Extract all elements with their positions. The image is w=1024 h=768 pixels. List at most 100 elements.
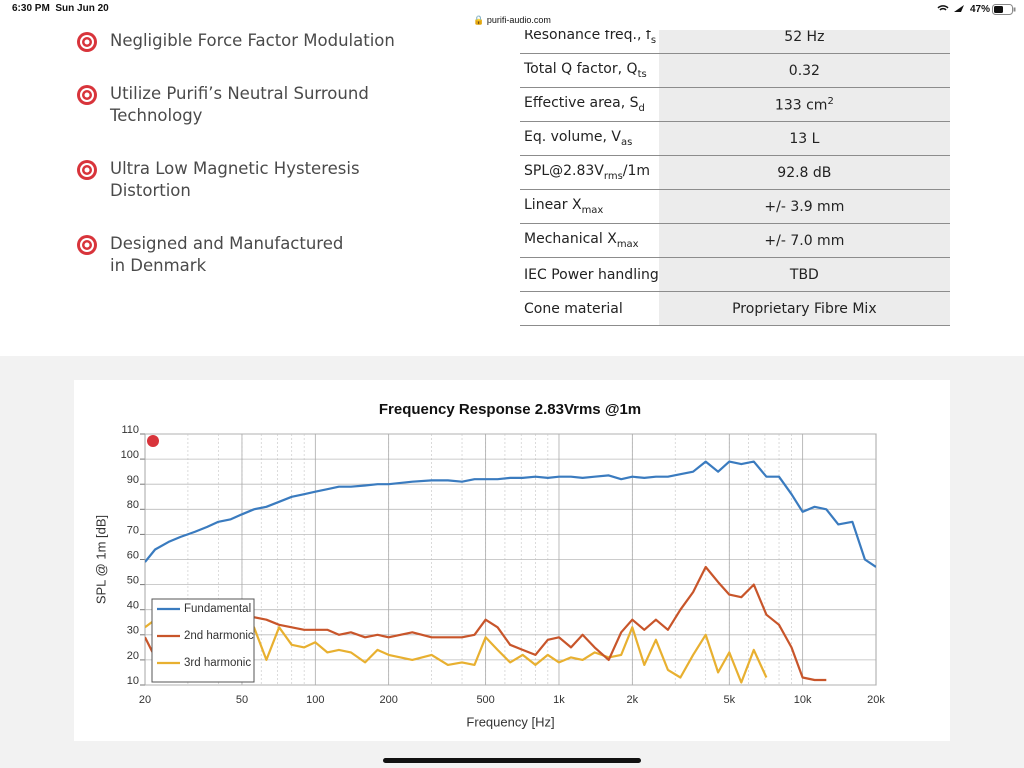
y-tick-label: 70 bbox=[127, 524, 139, 536]
chart-title: Frequency Response 2.83Vrms @1m bbox=[379, 401, 641, 418]
feature-text: Utilize Purifi’s Neutral Surround Technol… bbox=[110, 83, 369, 127]
y-tick-label: 60 bbox=[127, 549, 139, 561]
spec-value: 0.32 bbox=[658, 53, 950, 88]
x-tick-label: 20 bbox=[139, 694, 151, 706]
spec-label: Cone material bbox=[520, 291, 659, 326]
feature-text: Ultra Low Magnetic Hysteresis Distortion bbox=[110, 158, 360, 202]
y-tick-label: 40 bbox=[127, 600, 139, 612]
series-line bbox=[145, 460, 876, 568]
cell-text: 2 bbox=[827, 95, 834, 107]
status-icons bbox=[937, 5, 964, 12]
y-tick-label: 20 bbox=[127, 650, 139, 662]
cell-text: /1m bbox=[622, 163, 651, 180]
feature-item: Utilize Purifi’s Neutral Surround Technol… bbox=[76, 83, 369, 127]
cell-text: SPL@2.83V bbox=[524, 163, 604, 180]
cell-text: +/- 3.9 mm bbox=[764, 198, 845, 215]
feature-line: in Denmark bbox=[110, 256, 207, 275]
feature-line: Technology bbox=[110, 106, 203, 125]
url-bar[interactable]: 🔒 purifi-audio.com bbox=[473, 15, 551, 25]
feature-icon bbox=[77, 85, 97, 105]
spec-row: SPL@2.83Vrms/1m 92.8 dB bbox=[520, 155, 950, 190]
cell-text: ts bbox=[637, 68, 647, 80]
cell-text: as bbox=[620, 136, 633, 148]
feature-line: Negligible Force Factor Modulation bbox=[110, 31, 395, 50]
spec-row: Effective area, Sd 133 cm2 bbox=[520, 87, 950, 122]
feature-line: Ultra Low Magnetic Hysteresis bbox=[110, 159, 360, 178]
spec-label: Mechanical Xmax bbox=[520, 223, 659, 258]
chart: Frequency Response 2.83Vrms @1m102030405… bbox=[93, 401, 885, 729]
spec-row: Linear Xmax +/- 3.9 mm bbox=[520, 189, 950, 224]
y-axis-label: SPL @ 1m [dB] bbox=[93, 515, 108, 604]
spec-value: 133 cm2 bbox=[658, 87, 950, 122]
time: 6:30 PM bbox=[12, 3, 50, 14]
spec-value: Proprietary Fibre Mix bbox=[658, 291, 950, 326]
y-tick-label: 30 bbox=[127, 625, 139, 637]
cell-text: 13 L bbox=[789, 130, 820, 147]
x-tick-label: 20k bbox=[867, 694, 885, 706]
x-tick-label: 200 bbox=[379, 694, 397, 706]
cell-text: 52 Hz bbox=[784, 28, 825, 45]
x-tick-label: 10k bbox=[794, 694, 812, 706]
legend-label: 3rd harmonic bbox=[184, 657, 251, 669]
date: Sun Jun 20 bbox=[55, 3, 109, 14]
battery: 47% bbox=[936, 3, 990, 15]
spec-value: +/- 7.0 mm bbox=[658, 223, 950, 258]
spec-label: SPL@2.83Vrms/1m bbox=[520, 155, 659, 190]
spec-label: Eq. volume, Vas bbox=[520, 121, 659, 156]
spec-label: IEC Power handling bbox=[520, 257, 659, 292]
cell-text: +/- 7.0 mm bbox=[764, 232, 845, 249]
status-bar: 6:30 PM Sun Jun 20 🔒 purifi-audio.com 47… bbox=[0, 0, 1024, 30]
cell-text: max bbox=[581, 204, 604, 216]
spec-value: 92.8 dB bbox=[658, 155, 950, 190]
feature-icon bbox=[77, 32, 97, 52]
spec-row: IEC Power handling TBD bbox=[520, 257, 950, 292]
x-tick-label: 5k bbox=[723, 694, 735, 706]
feature-text: Designed and Manufactured in Denmark bbox=[110, 233, 343, 277]
cell-text: IEC Power handling bbox=[524, 266, 659, 283]
battery-icon bbox=[992, 4, 1016, 15]
y-tick-label: 110 bbox=[121, 424, 139, 436]
y-tick-label: 100 bbox=[121, 449, 139, 461]
home-indicator[interactable] bbox=[383, 758, 641, 763]
y-tick-label: 50 bbox=[127, 575, 139, 587]
x-tick-label: 1k bbox=[553, 694, 565, 706]
legend-box bbox=[151, 598, 255, 683]
cell-text: max bbox=[616, 238, 639, 250]
cell-text: rms bbox=[603, 170, 623, 182]
feature-line: Utilize Purifi’s Neutral Surround bbox=[110, 84, 369, 103]
feature-line: Designed and Manufactured bbox=[110, 234, 344, 253]
feature-item: Negligible Force Factor Modulation bbox=[76, 30, 395, 53]
spec-row: Total Q factor, Qts 0.32 bbox=[520, 53, 950, 88]
feature-item: Designed and Manufactured in Denmark bbox=[76, 233, 343, 277]
feature-item: Ultra Low Magnetic Hysteresis Distortion bbox=[76, 158, 360, 202]
spec-label: Total Q factor, Qts bbox=[520, 53, 659, 88]
feature-icon bbox=[77, 160, 97, 180]
cell-text: s bbox=[650, 34, 657, 46]
cell-text: Total Q factor, Q bbox=[524, 61, 638, 78]
feature-line: Distortion bbox=[110, 181, 191, 200]
spec-label: Effective area, Sd bbox=[520, 87, 659, 122]
spec-value: +/- 3.9 mm bbox=[658, 189, 950, 224]
spec-label: Linear Xmax bbox=[520, 189, 659, 224]
cell-text: 0.32 bbox=[788, 62, 820, 79]
url[interactable]: purifi-audio.com bbox=[486, 15, 551, 25]
legend-label: 2nd harmonic bbox=[184, 630, 254, 642]
cell-text: TBD bbox=[789, 266, 819, 283]
y-tick-label: 90 bbox=[127, 474, 139, 486]
spec-row: Mechanical Xmax +/- 7.0 mm bbox=[520, 223, 950, 258]
cell-text: Mechanical X bbox=[524, 231, 617, 248]
cell-text: Cone material bbox=[524, 300, 623, 317]
status-time: 6:30 PM Sun Jun 20 bbox=[12, 3, 109, 14]
spec-table: Resonance freq., fs 52 Hz Total Q factor, … bbox=[520, 20, 950, 326]
cell-text: Effective area, S bbox=[524, 95, 639, 112]
x-tick-label: 100 bbox=[306, 694, 324, 706]
cell-text: 133 cm bbox=[774, 97, 828, 114]
spec-value: 13 L bbox=[658, 121, 950, 156]
spec-row: Eq. volume, Vas 13 L bbox=[520, 121, 950, 156]
cell-text: Linear X bbox=[524, 197, 582, 214]
cell-text: Eq. volume, V bbox=[524, 129, 621, 146]
cell-text: Proprietary Fibre Mix bbox=[732, 300, 877, 317]
feature-icon bbox=[77, 235, 97, 255]
